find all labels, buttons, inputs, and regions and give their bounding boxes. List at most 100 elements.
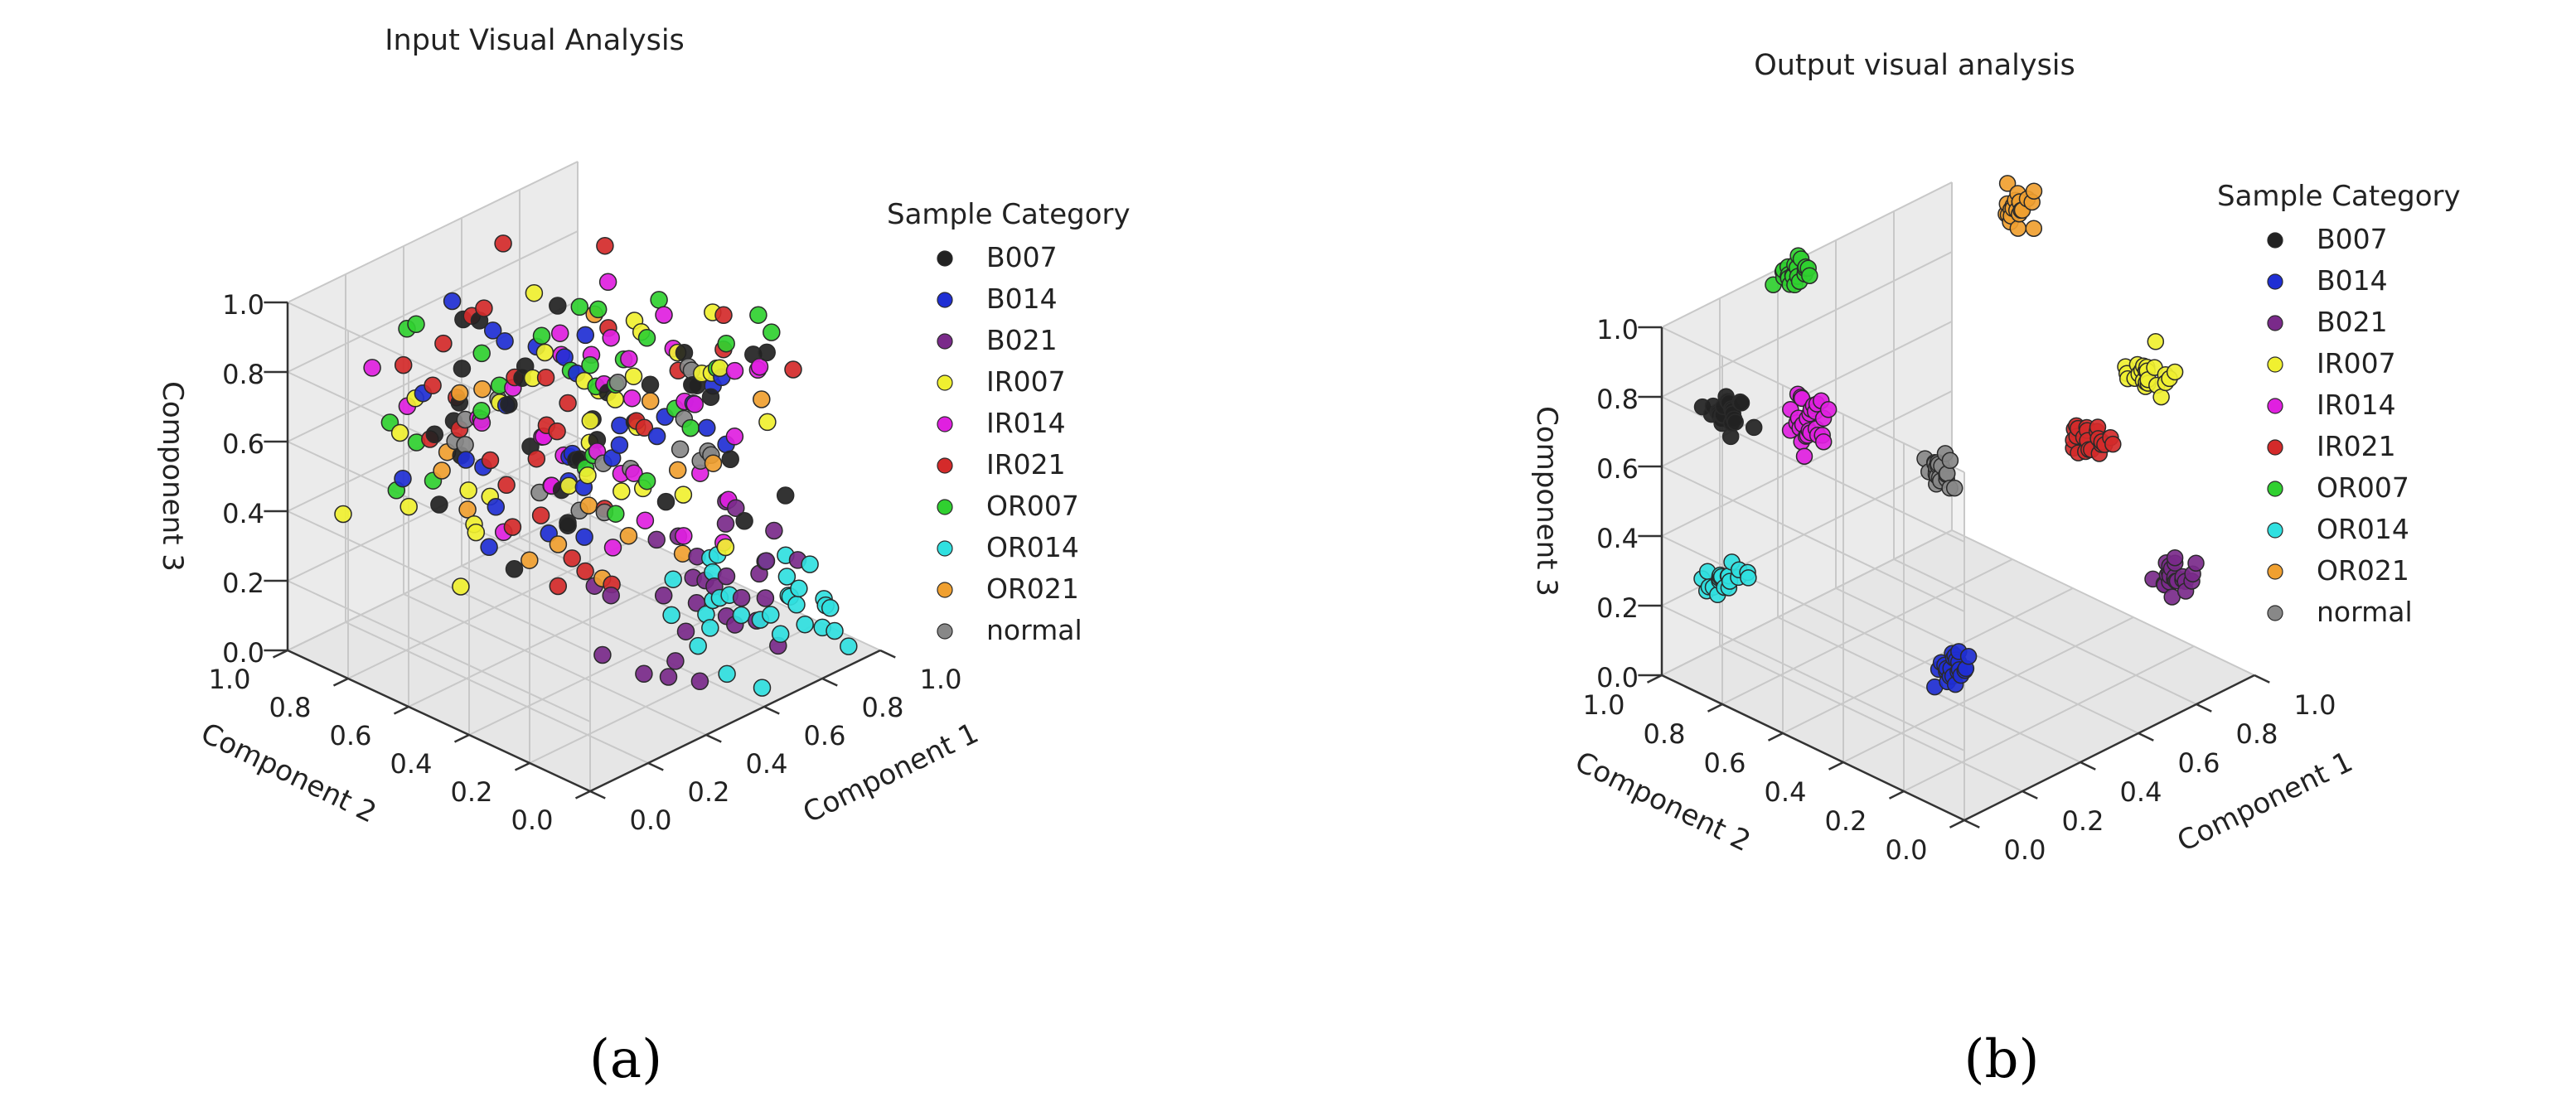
data-point-ir007: [334, 505, 352, 524]
grid-line: [1661, 535, 1965, 682]
panel-caption: (a): [589, 1029, 662, 1090]
data-point-b007: [559, 516, 577, 534]
legend-label-or021: OR021: [986, 572, 1079, 605]
data-point-ir014: [620, 350, 638, 368]
data-point-ir014: [598, 273, 617, 292]
x-tick: [2196, 703, 2212, 713]
data-point-ir014: [655, 306, 673, 324]
data-point-or014: [796, 615, 814, 634]
legend-label-normal: normal: [2317, 596, 2413, 628]
data-point-b021: [690, 672, 709, 691]
data-point-ir021: [714, 306, 733, 325]
z-tick-label: 0.2: [222, 568, 264, 599]
y-tick: [514, 761, 530, 771]
grid-line: [408, 565, 700, 708]
grid-line: [287, 509, 579, 651]
data-point-or007: [588, 300, 608, 319]
data-point-b021: [602, 586, 620, 605]
data-point-or014: [701, 619, 719, 637]
legend-label-or014: OR014: [986, 531, 1079, 563]
data-point-b007: [1726, 413, 1744, 431]
data-point-ir007: [535, 343, 554, 362]
data-point-or007: [607, 505, 625, 523]
data-point-or014: [664, 570, 682, 588]
data-point-or021: [668, 461, 687, 480]
grid-line: [1782, 587, 2074, 734]
data-point-ir007: [2166, 363, 2184, 381]
legend-label-ir007: IR007: [2317, 347, 2396, 379]
y-tick-label: 0.2: [1825, 805, 1867, 837]
legend-marker-ir014: [2267, 398, 2283, 414]
data-point-b014: [1959, 648, 1978, 665]
data-point-ir007: [559, 476, 579, 495]
data-point-or007: [637, 329, 656, 347]
data-point-ir021: [548, 422, 566, 441]
x-tick: [705, 733, 722, 743]
data-point-ir014: [1795, 447, 1813, 465]
x-tick: [2138, 732, 2154, 742]
data-point-or007: [763, 323, 781, 341]
legend-marker-normal: [2267, 605, 2283, 621]
data-point-b014: [647, 427, 666, 446]
y-tick-label: 0.4: [1765, 776, 1807, 808]
legend-label-b014: B014: [2317, 264, 2388, 297]
data-point-ir014: [1814, 432, 1833, 451]
x-tick: [821, 677, 838, 687]
data-point-b021: [757, 552, 776, 570]
data-point-ir014: [636, 511, 655, 529]
y-tick-label: 1.0: [209, 664, 251, 695]
y-tick-label: 1.0: [1583, 689, 1625, 721]
legend-label-ir021: IR021: [986, 448, 1066, 481]
grid-line: [1951, 529, 2255, 676]
x-tick: [763, 705, 780, 715]
data-point-b021: [2166, 548, 2184, 567]
grid-line: [1661, 466, 1965, 612]
x-tick-label: 1.0: [2294, 689, 2336, 721]
data-point-b014: [496, 332, 514, 350]
data-point-or014: [790, 579, 808, 598]
x-tick-label: 0.4: [2120, 776, 2162, 808]
data-point-or014: [732, 606, 751, 625]
data-point-normal: [456, 436, 474, 454]
data-point-b007: [1732, 394, 1750, 412]
legend-label-ir007: IR007: [986, 365, 1066, 398]
data-point-ir021: [494, 234, 512, 253]
data-point-ir014: [602, 328, 620, 347]
data-point-ir007: [2147, 333, 2165, 350]
x-tick-label: 0.2: [688, 776, 730, 808]
data-point-ir007: [674, 486, 693, 504]
data-point-ir007: [710, 359, 729, 378]
data-point-or007: [749, 306, 767, 324]
grid-line: [287, 580, 591, 722]
data-point-b021: [666, 652, 685, 670]
legend-label-b007: B007: [2317, 223, 2388, 255]
data-point-ir014: [725, 361, 744, 380]
data-point-or021: [673, 544, 692, 563]
data-point-ir007: [579, 466, 597, 485]
grid-line: [287, 161, 579, 303]
grid-line: [287, 300, 579, 442]
data-point-b007: [735, 512, 753, 530]
legend-marker-b014: [937, 292, 953, 308]
data-point-ir021: [559, 394, 577, 413]
y-tick: [574, 790, 591, 800]
data-point-ir021: [536, 368, 555, 387]
z-tick-label: 1.0: [1596, 314, 1639, 345]
data-point-or014: [689, 636, 707, 655]
data-point-or021: [1998, 175, 2017, 192]
chart-title: Output visual analysis: [1754, 49, 2075, 82]
y-tick-label: 0.6: [1704, 747, 1746, 779]
data-point-ir021: [563, 549, 581, 568]
data-point-or007: [717, 334, 735, 353]
data-point-ir021: [503, 518, 522, 536]
x-tick-label: 0.6: [2178, 747, 2220, 779]
data-point-or007: [570, 297, 589, 316]
data-point-ir021: [394, 355, 413, 374]
data-point-b021: [676, 622, 695, 640]
data-point-b021: [647, 530, 666, 549]
data-point-or021: [2009, 220, 2027, 237]
data-point-ir021: [527, 449, 546, 468]
data-point-ir014: [625, 464, 643, 482]
data-point-b021: [635, 664, 653, 684]
